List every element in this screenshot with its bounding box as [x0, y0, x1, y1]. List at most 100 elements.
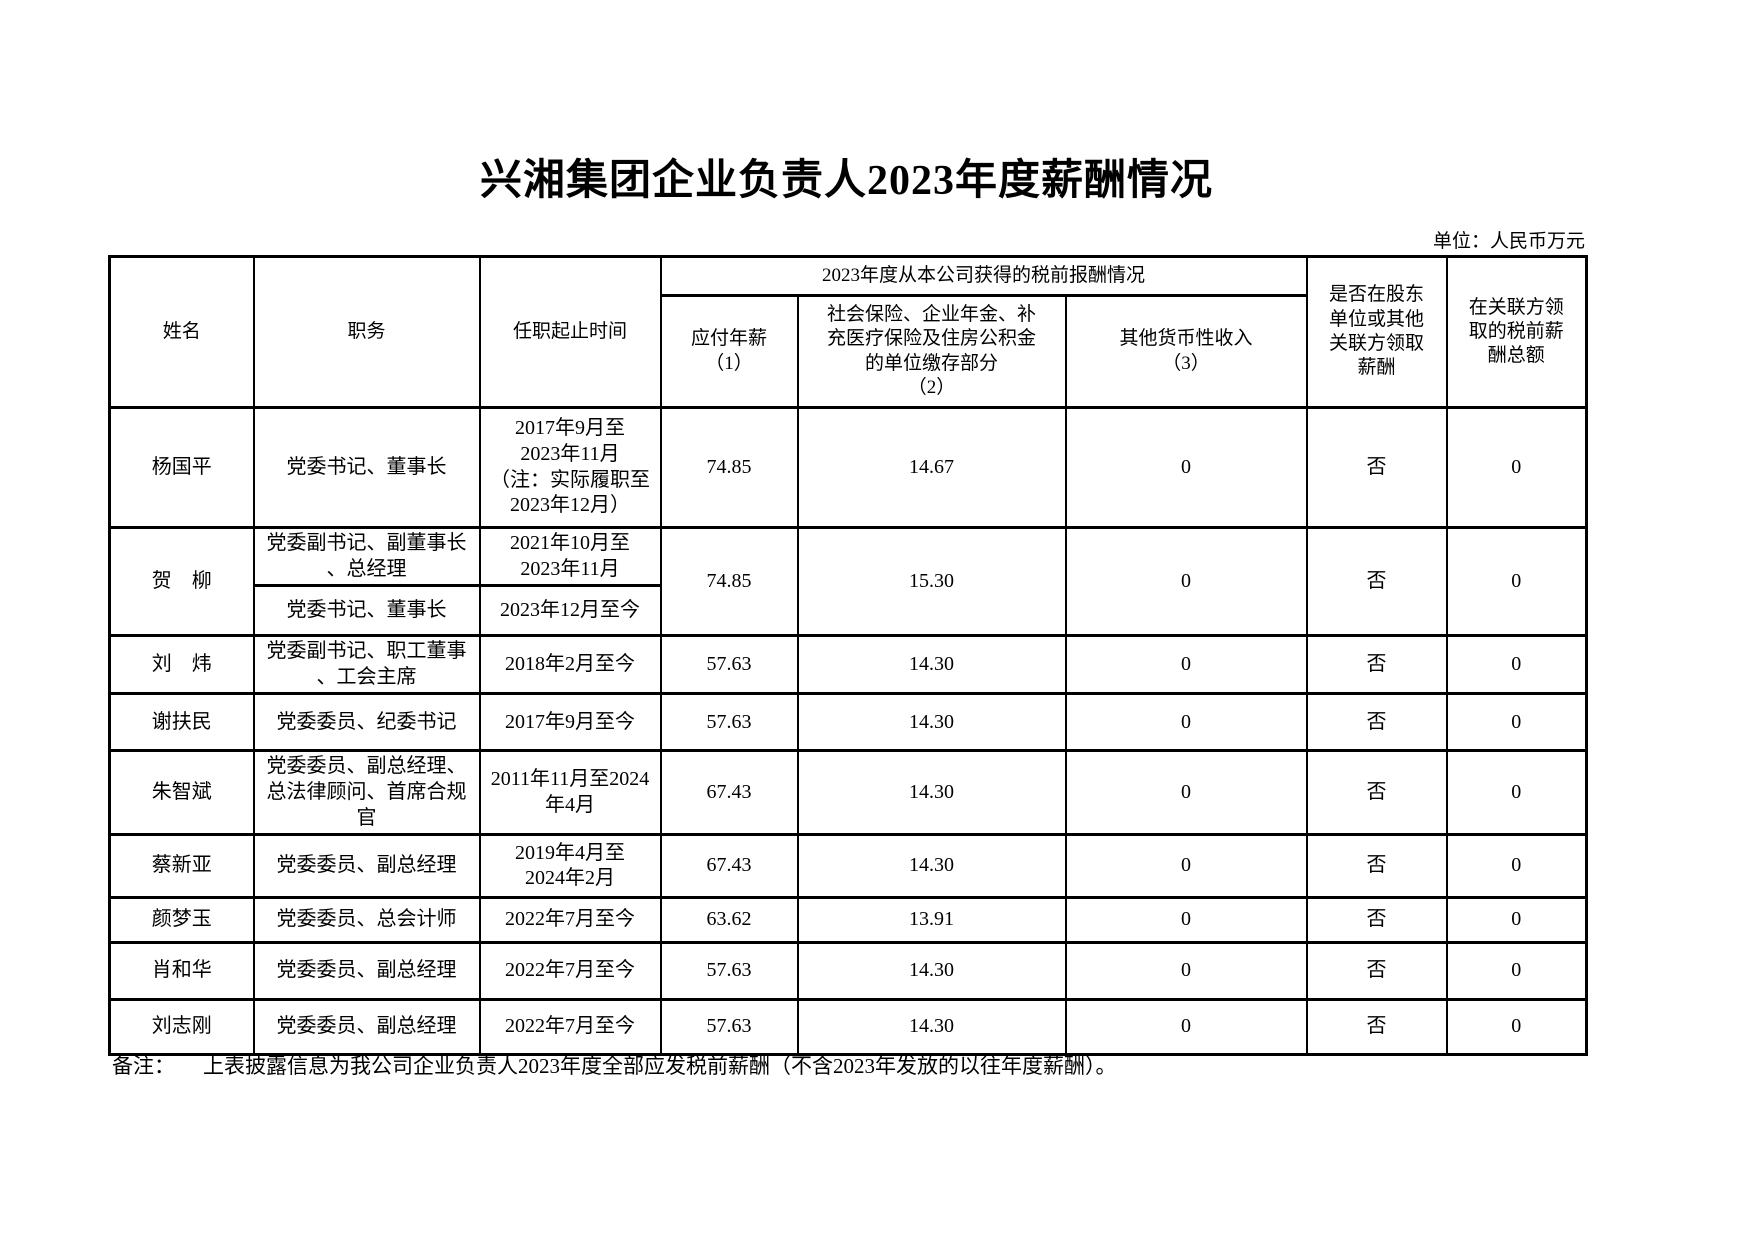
cell-tenure: 2022年7月至今 [478, 998, 662, 1057]
cell-related-total: 0 [1445, 692, 1588, 753]
cell-related-total: 0 [1445, 749, 1588, 837]
cell-insurance: 14.30 [796, 833, 1067, 900]
cell-position: 党委委员、副总经理 [252, 941, 481, 1002]
cell-name: 颜梦玉 [108, 896, 255, 945]
table-row: 颜梦玉 党委委员、总会计师 2022年7月至今 63.62 13.91 0 否 … [108, 896, 1588, 945]
table-row: 蔡新亚 党委委员、副总经理 2019年4月至 2024年2月 67.43 14.… [108, 833, 1588, 900]
cell-tenure: 2019年4月至 2024年2月 [478, 833, 662, 900]
table-header-row: 姓名 职务 任职起止时间 2023年度从本公司获得的税前报酬情况 是否在股东 单… [108, 255, 1588, 409]
cell-position: 党委委员、副总经理 [252, 998, 481, 1057]
footnote-label: 备注： [112, 1054, 175, 1078]
cell-related-total: 0 [1445, 941, 1588, 1002]
cell-insurance: 13.91 [796, 896, 1067, 945]
cell-insurance: 14.30 [796, 692, 1067, 753]
cell-external-pay: 否 [1305, 406, 1448, 529]
cell-insurance: 14.30 [796, 941, 1067, 1002]
cell-other-income: 0 [1064, 896, 1308, 945]
cell-insurance: 14.30 [796, 634, 1067, 696]
cell-tenure: 2011年11月至2024 年4月 [478, 749, 662, 837]
cell-position: 党委委员、纪委书记 [252, 692, 481, 753]
header-external-pay: 是否在股东 单位或其他 关联方领取 薪酬 [1305, 255, 1448, 409]
footnote-text: 上表披露信息为我公司企业负责人2023年度全部应发税前薪酬（不含2023年发放的… [203, 1054, 1117, 1078]
cell-annual-salary: 57.63 [659, 692, 799, 753]
cell-insurance: 14.30 [796, 998, 1067, 1057]
cell-tenure: 2023年12月至今 [478, 584, 662, 638]
cell-annual-salary: 67.43 [659, 833, 799, 900]
header-position: 职务 [252, 255, 481, 409]
table-row: 朱智斌 党委委员、副总经理、 总法律顾问、首席合规 官 2011年11月至202… [108, 749, 1588, 837]
cell-tenure: 2022年7月至今 [478, 941, 662, 1002]
cell-position: 党委副书记、职工董事 、工会主席 [252, 634, 481, 696]
cell-insurance: 15.30 [796, 525, 1067, 638]
cell-related-total: 0 [1445, 896, 1588, 945]
cell-position: 党委书记、董事长 [252, 584, 481, 638]
cell-external-pay: 否 [1305, 941, 1448, 1002]
table-row: 刘志刚 党委委员、副总经理 2022年7月至今 57.63 14.30 0 否 … [108, 998, 1588, 1057]
cell-other-income: 0 [1064, 833, 1308, 900]
table-row: 杨国平 党委书记、董事长 2017年9月至 2023年11月 （注：实际履职至 … [108, 406, 1588, 529]
header-annual-salary: 应付年薪 （1） [659, 294, 799, 409]
header-pretax-group: 2023年度从本公司获得的税前报酬情况 [659, 255, 1308, 297]
cell-position: 党委委员、副总经理 [252, 833, 481, 900]
cell-annual-salary: 74.85 [659, 406, 799, 529]
cell-name: 贺 柳 [108, 525, 255, 638]
cell-related-total: 0 [1445, 406, 1588, 529]
table-row: 党委书记、董事长 2023年12月至今 [110, 584, 1587, 638]
cell-external-pay: 否 [1305, 833, 1448, 900]
page-title: 兴湘集团企业负责人2023年度薪酬情况 [479, 158, 1213, 204]
table-row: 谢扶民 党委委员、纪委书记 2017年9月至今 57.63 14.30 0 否 … [108, 692, 1588, 753]
cell-external-pay: 否 [1305, 998, 1448, 1057]
cell-external-pay: 否 [1305, 896, 1448, 945]
cell-position: 党委委员、总会计师 [252, 896, 481, 945]
header-other-income: 其他货币性收入 （3） [1064, 294, 1308, 409]
cell-external-pay: 否 [1305, 634, 1448, 696]
cell-tenure: 2022年7月至今 [478, 896, 662, 945]
cell-insurance: 14.30 [796, 749, 1067, 837]
cell-name: 蔡新亚 [108, 833, 255, 900]
cell-tenure: 2021年10月至 2023年11月 [478, 525, 662, 588]
table-subheader-row: 应付年薪 （1） 社会保险、企业年金、补 充医疗保险及住房公积金 的单位缴存部分… [110, 294, 1587, 409]
cell-name: 肖和华 [108, 941, 255, 1002]
footnote: 备注： 上表披露信息为我公司企业负责人2023年度全部应发税前薪酬（不含2023年… [112, 1050, 1612, 1080]
cell-other-income: 0 [1064, 406, 1308, 529]
header-name: 姓名 [108, 255, 255, 409]
cell-annual-salary: 57.63 [659, 941, 799, 1002]
table-row: 刘 炜 党委副书记、职工董事 、工会主席 2018年2月至今 57.63 14.… [108, 634, 1588, 696]
table-row: 肖和华 党委委员、副总经理 2022年7月至今 57.63 14.30 0 否 … [108, 941, 1588, 1002]
header-insurance: 社会保险、企业年金、补 充医疗保险及住房公积金 的单位缴存部分 （2） [796, 294, 1067, 409]
cell-annual-salary: 74.85 [659, 525, 799, 638]
cell-annual-salary: 57.63 [659, 998, 799, 1057]
cell-related-total: 0 [1445, 833, 1588, 900]
cell-other-income: 0 [1064, 525, 1308, 638]
cell-related-total: 0 [1445, 634, 1588, 696]
cell-related-total: 0 [1445, 998, 1588, 1057]
cell-other-income: 0 [1064, 634, 1308, 696]
cell-name: 朱智斌 [108, 749, 255, 837]
unit-label: 单位：人民币万元 [1432, 231, 1585, 252]
cell-related-total: 0 [1445, 525, 1588, 638]
cell-annual-salary: 57.63 [659, 634, 799, 696]
cell-name: 刘志刚 [108, 998, 255, 1057]
cell-external-pay: 否 [1305, 692, 1448, 753]
header-tenure: 任职起止时间 [478, 255, 662, 409]
cell-other-income: 0 [1064, 692, 1308, 753]
header-related-total: 在关联方领 取的税前薪 酬总额 [1445, 255, 1588, 409]
cell-tenure: 2017年9月至今 [478, 692, 662, 753]
cell-name: 刘 炜 [108, 634, 255, 696]
cell-name: 杨国平 [108, 406, 255, 529]
cell-other-income: 0 [1064, 941, 1308, 1002]
cell-tenure: 2018年2月至今 [478, 634, 662, 696]
cell-annual-salary: 67.43 [659, 749, 799, 837]
cell-external-pay: 否 [1305, 749, 1448, 837]
cell-external-pay: 否 [1305, 525, 1448, 638]
cell-position: 党委书记、董事长 [252, 406, 481, 529]
cell-other-income: 0 [1064, 749, 1308, 837]
salary-table: 姓名 职务 任职起止时间 2023年度从本公司获得的税前报酬情况 是否在股东 单… [108, 255, 1588, 1057]
cell-annual-salary: 63.62 [659, 896, 799, 945]
cell-position: 党委委员、副总经理、 总法律顾问、首席合规 官 [252, 749, 481, 837]
table-row: 贺 柳 党委副书记、副董事长 、总经理 2021年10月至 2023年11月 7… [108, 525, 1588, 638]
cell-position: 党委副书记、副董事长 、总经理 [252, 525, 481, 588]
cell-other-income: 0 [1064, 998, 1308, 1057]
cell-insurance: 14.67 [796, 406, 1067, 529]
